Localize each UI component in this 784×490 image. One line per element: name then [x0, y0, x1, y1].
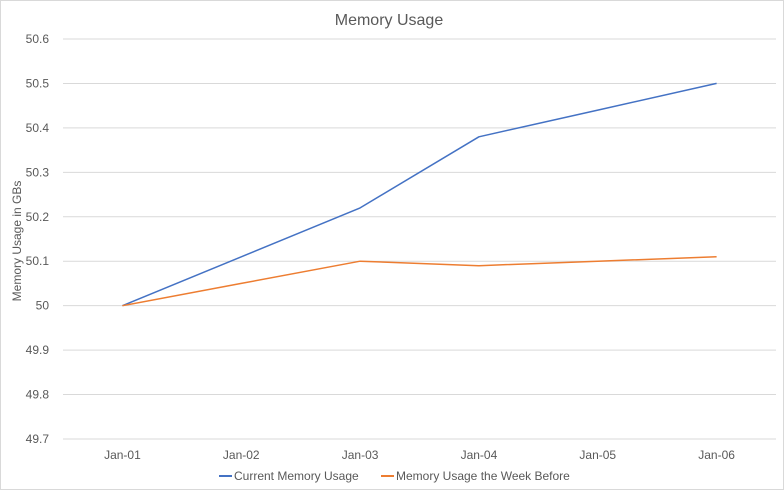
y-axis-ticks: 50.6 50.5 50.4 50.3 50.2 50.1 50 49.9 49.8 49.7 [26, 32, 50, 446]
legend-item-2: Memory Usage the Week Before [381, 469, 570, 483]
y-tick-label: 50.2 [26, 210, 50, 224]
x-tick-label: Jan-05 [579, 448, 616, 462]
legend-item-1: Current Memory Usage [219, 469, 359, 483]
legend-label: Memory Usage the Week Before [396, 469, 570, 483]
x-tick-label: Jan-03 [342, 448, 379, 462]
series-line-2 [122, 256, 717, 307]
y-tick-label: 50.3 [26, 165, 50, 179]
series-line-1 [122, 82, 717, 307]
y-tick-label: 50.6 [26, 32, 50, 46]
x-axis-ticks: Jan-01 Jan-02 Jan-03 Jan-04 Jan-05 Jan-06 [104, 448, 735, 462]
legend-label: Current Memory Usage [234, 469, 359, 483]
x-tick-label: Jan-01 [104, 448, 141, 462]
y-tick-label: 49.9 [26, 343, 50, 357]
y-tick-label: 50.5 [26, 76, 50, 90]
y-tick-label: 49.8 [26, 388, 50, 402]
x-tick-label: Jan-06 [698, 448, 735, 462]
x-tick-label: Jan-02 [223, 448, 260, 462]
series-lines [122, 82, 717, 307]
y-tick-label: 50 [36, 299, 50, 313]
y-tick-label: 50.1 [26, 254, 50, 268]
chart-title: Memory Usage [335, 12, 444, 29]
legend: Current Memory Usage Memory Usage the Wee… [219, 469, 570, 483]
y-tick-label: 49.7 [26, 432, 50, 446]
x-tick-label: Jan-04 [461, 448, 498, 462]
y-tick-label: 50.4 [26, 121, 50, 135]
gridlines [63, 38, 776, 440]
y-axis-title: Memory Usage in GBs [10, 181, 24, 302]
